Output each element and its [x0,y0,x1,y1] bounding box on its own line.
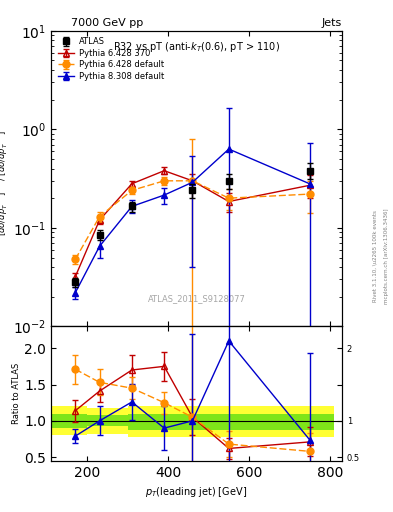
Text: R32 vs pT (anti-$k_T$(0.6), pT > 110): R32 vs pT (anti-$k_T$(0.6), pT > 110) [113,39,280,54]
X-axis label: $p_T$(leading jet) [GeV]: $p_T$(leading jet) [GeV] [145,485,248,499]
Y-axis label: $[d\sigma/dp_T^{lead}]^{-3}$ / $[d\sigma/dp_T^{lead}]^{-2}$: $[d\sigma/dp_T^{lead}]^{-3}$ / $[d\sigma… [0,121,10,236]
Legend: ATLAS, Pythia 6.428 370, Pythia 6.428 default, Pythia 8.308 default: ATLAS, Pythia 6.428 370, Pythia 6.428 de… [55,35,166,83]
Text: ATLAS_2011_S9128077: ATLAS_2011_S9128077 [147,294,246,303]
Y-axis label: Ratio to ATLAS: Ratio to ATLAS [13,363,22,424]
Text: Jets: Jets [321,18,342,28]
Text: 7000 GeV pp: 7000 GeV pp [71,18,143,28]
Text: Rivet 3.1.10, \u2265 100k events: Rivet 3.1.10, \u2265 100k events [372,210,377,302]
Text: mcplots.cern.ch [arXiv:1306.3436]: mcplots.cern.ch [arXiv:1306.3436] [384,208,389,304]
